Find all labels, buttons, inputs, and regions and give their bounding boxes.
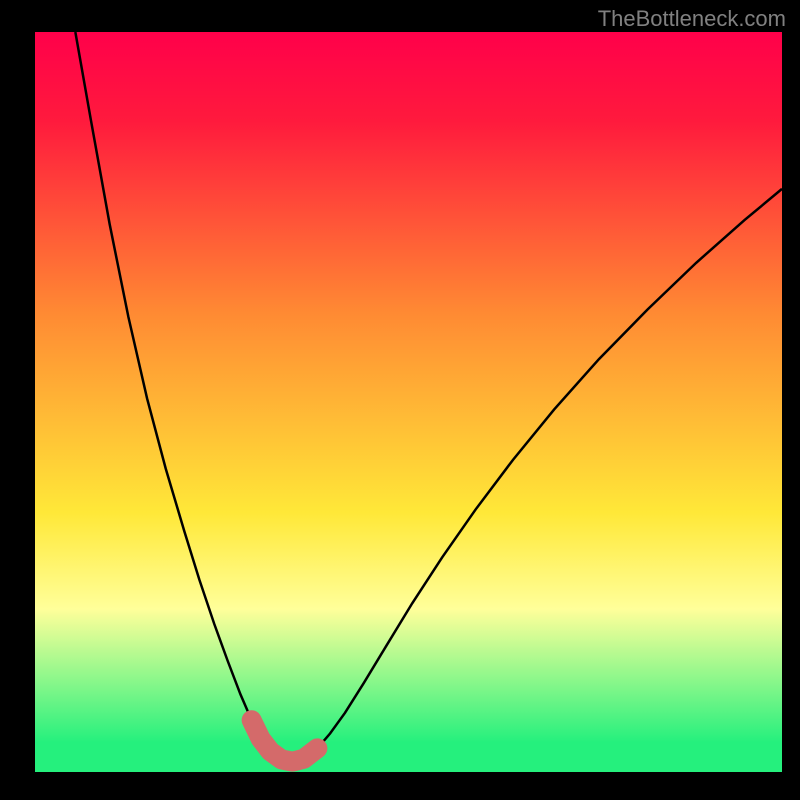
curve-layer [35,32,782,772]
bottleneck-curve [75,32,782,762]
highlight-segment [252,720,318,761]
watermark-text: TheBottleneck.com [598,6,786,32]
gradient-plot-area [35,32,782,772]
